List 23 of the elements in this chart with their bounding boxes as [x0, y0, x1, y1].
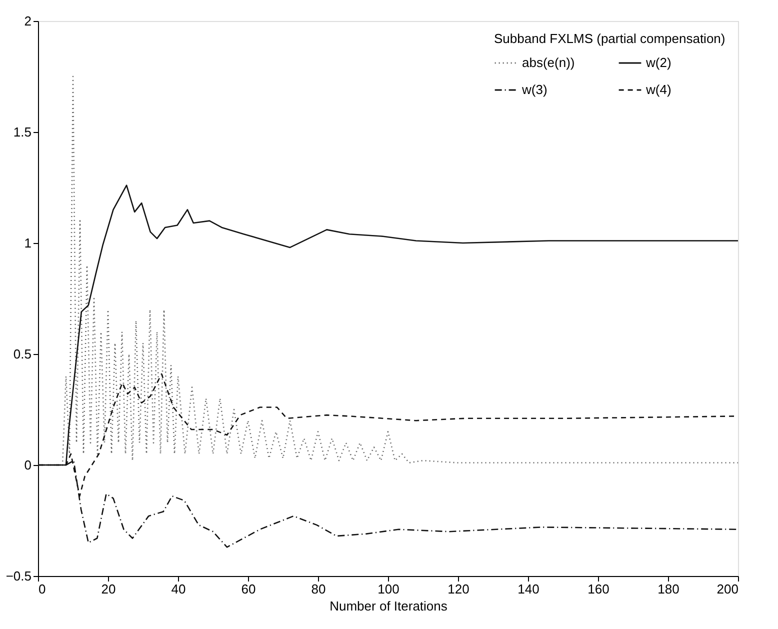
- x-tick-label: 200: [716, 582, 738, 596]
- x-tick-label: 100: [378, 582, 400, 596]
- x-tick-label: 120: [448, 582, 470, 596]
- x-tick-label: 20: [101, 582, 116, 596]
- x-tick-label: 180: [658, 582, 680, 596]
- legend-label: w(4): [645, 82, 672, 97]
- legend-label: abs(e(n)): [522, 55, 575, 70]
- y-tick-label: 1: [24, 236, 32, 250]
- legend-label: w(3): [521, 82, 548, 97]
- y-tick-label: 0: [24, 458, 32, 472]
- x-axis-title: Number of Iterations: [330, 598, 448, 614]
- x-tick-label: 0: [38, 582, 46, 596]
- y-tick-label: −0.5: [6, 568, 32, 584]
- x-tick-label: 40: [171, 582, 186, 596]
- legend-label: w(2): [645, 55, 672, 70]
- x-tick-label: 80: [311, 582, 326, 596]
- x-tick-label: 160: [588, 582, 610, 596]
- x-tick-label: 60: [241, 582, 256, 596]
- y-tick-label: 0.5: [13, 346, 32, 362]
- x-tick-label: 140: [518, 582, 540, 596]
- y-tick-label: 1.5: [13, 124, 32, 140]
- y-tick-label: 2: [24, 14, 32, 28]
- legend-title: Subband FXLMS (partial compensation): [494, 31, 726, 46]
